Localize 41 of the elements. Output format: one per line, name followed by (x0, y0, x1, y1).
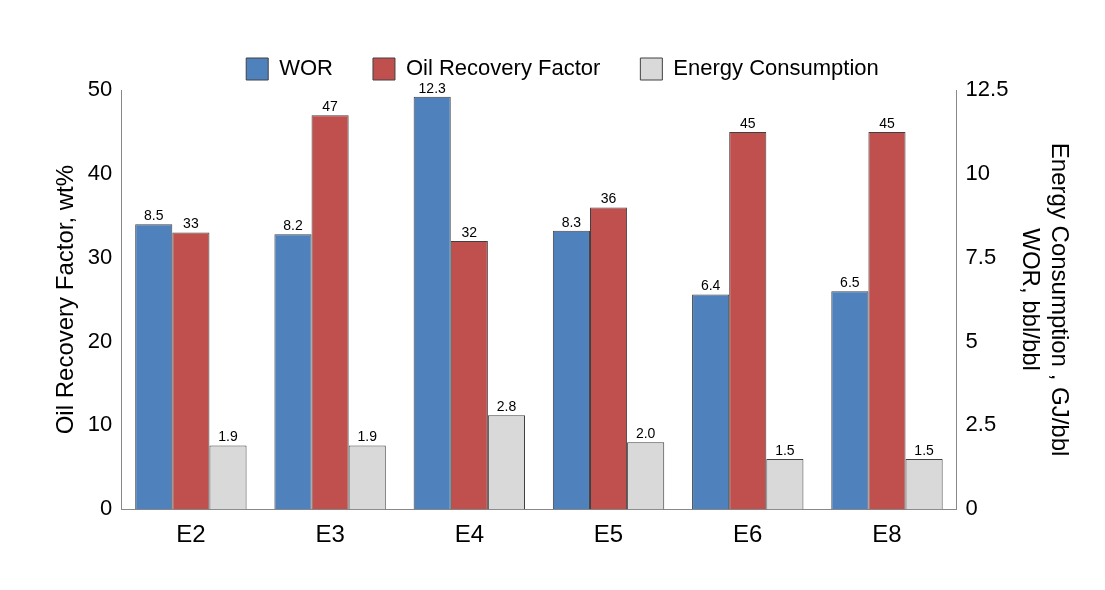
y2-tick-label: 7.5 (965, 243, 997, 269)
y-axis-title: Oil Recovery Factor, wt% (51, 164, 79, 435)
data-label: 1.5 (914, 441, 935, 458)
y-tick-label: 40 (87, 159, 113, 185)
x-tick-label: E6 (733, 520, 763, 548)
y-tick-label: 20 (87, 327, 113, 353)
y2-tick-label: 10 (965, 159, 991, 185)
y2-tick-label: 5 (965, 327, 978, 353)
data-label: 1.9 (357, 428, 378, 445)
y2-tick-label: 2.5 (965, 411, 997, 437)
data-label: 12.3 (418, 79, 447, 96)
data-label: 32 (461, 223, 478, 240)
y2-axis-title: Energy Consumption , GJ/bbl WOR, bbl/bbl (1018, 142, 1074, 457)
data-label: 8.2 (283, 217, 303, 234)
data-label: 2.8 (496, 398, 517, 415)
data-label: 45 (739, 114, 756, 131)
data-label: 45 (879, 114, 895, 131)
x-tick-label: E3 (315, 520, 345, 548)
data-label: 33 (183, 215, 199, 232)
data-label: 6.4 (700, 277, 721, 294)
legend-label: Oil Recovery Factor (405, 55, 601, 81)
legend-label: WOR (279, 55, 333, 81)
data-label: 2.0 (635, 424, 656, 441)
y-tick-label: 10 (87, 411, 113, 437)
x-tick-label: E5 (593, 520, 624, 548)
x-tick-label: E8 (872, 520, 902, 548)
x-tick-label: E2 (176, 520, 206, 548)
data-label: 1.9 (218, 428, 238, 445)
data-label: 6.5 (840, 274, 860, 291)
y2-tick-label: 0 (965, 495, 978, 521)
data-label: 36 (600, 190, 617, 207)
y-tick-label: 50 (87, 76, 113, 102)
y-tick-label: 30 (87, 243, 113, 269)
legend-label: Energy Consumption (673, 55, 879, 81)
y2-tick-label: 12.5 (965, 76, 1009, 102)
data-label: 1.5 (775, 441, 795, 458)
data-label: 47 (322, 98, 339, 115)
data-label: 8.3 (561, 213, 582, 230)
x-tick-label: E4 (454, 520, 484, 548)
data-label: 8.5 (144, 207, 164, 223)
y-tick-label: 0 (100, 495, 113, 521)
